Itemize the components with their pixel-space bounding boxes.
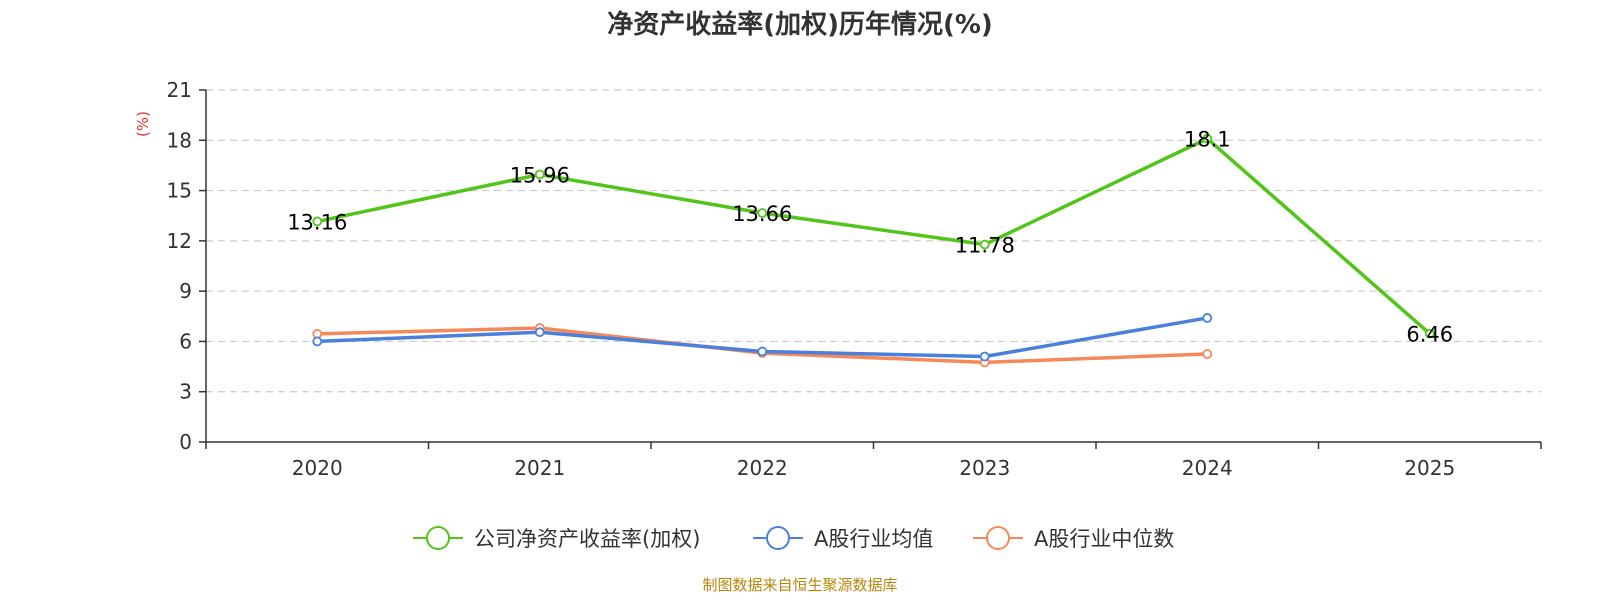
series-1-point-2020 bbox=[312, 336, 323, 347]
series-lines bbox=[312, 133, 1435, 368]
axes: 0 3 6 9 12 15 18 21 2020 2021 2022 2023 2024 2025 bbox=[167, 78, 1542, 480]
y-tick-label-21: 21 bbox=[167, 78, 192, 102]
series-2-point-2024 bbox=[1202, 349, 1213, 359]
y-axis-unit-label: (%) bbox=[134, 111, 152, 137]
data-source-note: 制图数据来自恒生聚源数据库 bbox=[702, 576, 897, 594]
series-line-0 bbox=[316, 136, 1431, 336]
data-label-2021: 15.96 bbox=[510, 163, 570, 187]
legend-item-2[interactable]: A股行业中位数 bbox=[973, 526, 1174, 551]
legend-item-0[interactable]: 公司净资产收益率(加权) bbox=[413, 526, 700, 551]
y-tick-label-9: 9 bbox=[179, 279, 192, 303]
data-label-2022: 13.66 bbox=[732, 202, 792, 226]
series-1-point-2023 bbox=[979, 351, 990, 362]
series-1-point-2024 bbox=[1202, 313, 1213, 323]
grid-lines bbox=[206, 89, 1541, 393]
y-tick-label-3: 3 bbox=[179, 380, 192, 404]
legend-marker-0 bbox=[426, 526, 450, 550]
data-label-2023: 11.78 bbox=[955, 234, 1015, 258]
legend-item-1[interactable]: A股行业均值 bbox=[753, 526, 933, 551]
x-tick-label-2020: 2020 bbox=[292, 456, 343, 480]
y-tick-label-12: 12 bbox=[167, 229, 192, 253]
data-label-2024: 18.1 bbox=[1184, 128, 1231, 152]
legend-marker-2 bbox=[986, 526, 1010, 550]
legend-label-2: A股行业中位数 bbox=[1034, 527, 1174, 551]
data-label-2020: 13.16 bbox=[287, 210, 347, 234]
series-0-point-2025 bbox=[1424, 328, 1435, 339]
x-tick-label-2022: 2022 bbox=[737, 456, 788, 480]
x-tick-label-2024: 2024 bbox=[1182, 456, 1233, 480]
x-tick-label-2025: 2025 bbox=[1404, 456, 1455, 480]
series-1-point-2021 bbox=[534, 327, 545, 338]
legend-marker-1 bbox=[766, 526, 790, 550]
chart-title: 净资产收益率(加权)历年情况(%) bbox=[607, 9, 993, 40]
y-tick-label-15: 15 bbox=[167, 179, 192, 203]
legend-label-0: 公司净资产收益率(加权) bbox=[474, 527, 700, 551]
data-labels: 13.16 15.96 13.66 11.78 18.1 6.46 bbox=[287, 128, 1453, 347]
series-0-point-2023 bbox=[979, 239, 990, 250]
series-1-point-2022 bbox=[757, 346, 768, 357]
legend-label-1: A股行业均值 bbox=[814, 527, 933, 551]
series-0-point-2021 bbox=[534, 169, 545, 180]
y-tick-label-0: 0 bbox=[179, 430, 192, 454]
series-0-point-2020 bbox=[312, 216, 323, 227]
x-tick-label-2021: 2021 bbox=[514, 456, 565, 480]
legend[interactable]: 公司净资产收益率(加权) A股行业均值 A股行业中位数 bbox=[413, 526, 1174, 551]
series-0-point-2022 bbox=[757, 208, 768, 218]
y-tick-label-18: 18 bbox=[167, 128, 192, 152]
data-label-2025: 6.46 bbox=[1406, 323, 1453, 347]
y-tick-label-6: 6 bbox=[179, 329, 192, 353]
series-0-point-2024 bbox=[1202, 133, 1213, 144]
x-tick-label-2023: 2023 bbox=[959, 456, 1010, 480]
